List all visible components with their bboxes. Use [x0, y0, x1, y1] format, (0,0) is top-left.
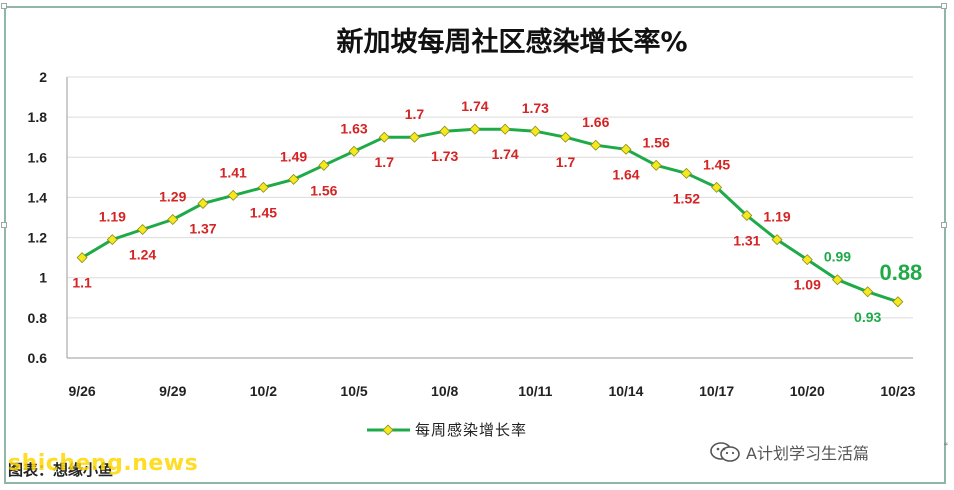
data-point [408, 131, 420, 143]
data-label: 1.63 [340, 120, 367, 136]
series-line [81, 127, 899, 304]
data-label: 0.99 [824, 249, 851, 265]
data-label: 1.56 [310, 182, 337, 198]
data-label: 1.45 [703, 156, 730, 172]
wechat-badge: A计划学习生活篇 [708, 441, 869, 463]
x-tick-label: 10/14 [608, 383, 643, 399]
x-tick-label: 9/26 [68, 383, 95, 399]
data-point [499, 123, 511, 135]
data-label: 1.74 [461, 98, 488, 114]
data-point [529, 125, 541, 137]
data-point [318, 159, 330, 171]
data-label: 1.66 [582, 114, 609, 130]
y-tick-label: 2 [39, 69, 47, 85]
data-point [831, 274, 843, 286]
data-point [167, 213, 179, 226]
data-label: 1.24 [129, 247, 156, 263]
data-label: 1.56 [643, 134, 670, 150]
data-label: 1.7 [405, 106, 425, 122]
x-axis: 9/26 9/29 10/2 10/5 10/8 10/11 10/14 10/17 10/20… [68, 383, 915, 399]
chart-frame [4, 6, 946, 484]
x-tick-label: 9/29 [159, 383, 186, 399]
data-label: 1.74 [491, 146, 518, 162]
data-point [378, 131, 390, 143]
data-label: 1.49 [280, 148, 307, 164]
x-tick-label: 10/2 [250, 383, 277, 399]
x-tick-label: 10/11 [518, 383, 552, 399]
data-label: 0.88 [879, 260, 922, 285]
series-group [76, 123, 904, 308]
data-point [892, 296, 904, 308]
wechat-icon [710, 442, 740, 462]
data-point [771, 234, 783, 246]
y-tick-label: 0.6 [28, 350, 48, 366]
wechat-account-name: A计划学习生活篇 [746, 444, 869, 463]
x-tick-label: 10/5 [340, 383, 367, 399]
resize-handle-top-right[interactable] [941, 3, 947, 9]
data-labels: 1.1 1.19 1.24 1.291.37 1.41 1.45 1.49 1.56 1.63 1… [72, 98, 922, 325]
data-label: 1.31 [733, 232, 760, 248]
data-label: 1.19 [99, 209, 126, 225]
data-label: 1.09 [794, 277, 821, 293]
data-point [227, 189, 239, 201]
y-tick-label: 1.8 [28, 109, 48, 125]
data-point [106, 234, 118, 246]
data-label: 1.19 [763, 209, 790, 225]
legend-marker [382, 424, 394, 436]
data-point [560, 131, 572, 143]
data-label: 1.73 [431, 148, 458, 164]
resize-handle-top-left[interactable] [1, 3, 7, 9]
x-tick-label: 10/8 [431, 383, 458, 399]
data-point [469, 123, 481, 135]
chart-source: 图表：想缘小鱼 [8, 461, 114, 479]
data-label: 1.45 [250, 204, 277, 220]
data-point [197, 197, 209, 209]
data-label: 1.1 [72, 275, 92, 291]
data-point [439, 125, 451, 137]
data-point [76, 252, 88, 264]
data-point [288, 173, 300, 185]
x-tick-label: 10/20 [790, 383, 825, 399]
y-tick-label: 0.8 [28, 310, 48, 326]
x-tick-label: 10/17 [699, 383, 734, 399]
data-label: 1.41 [220, 164, 247, 180]
data-label: 1.52 [673, 190, 700, 206]
data-point [801, 254, 813, 266]
data-point [680, 167, 692, 179]
legend: 每周感染增长率 [367, 421, 527, 439]
data-point [348, 145, 360, 157]
watermark: shicheng.news [8, 451, 199, 476]
legend-label: 每周感染增长率 [415, 421, 527, 439]
data-label: 1.7 [375, 154, 395, 170]
data-point [741, 209, 753, 222]
y-tick-label: 1.6 [28, 149, 48, 165]
data-label: 1.64 [612, 166, 639, 182]
data-label: 1.7 [556, 154, 576, 170]
data-label: 1.73 [522, 100, 549, 116]
data-point [257, 181, 269, 193]
y-tick-label: 1.2 [28, 230, 48, 246]
y-tick-label: 1.4 [28, 189, 48, 205]
grid [66, 76, 913, 359]
data-label: 0.93 [854, 309, 881, 325]
chart-title: 新加坡每周社区感染增长率% [336, 26, 687, 58]
data-point [862, 286, 874, 298]
data-point [711, 181, 723, 193]
data-point [650, 159, 662, 171]
resize-handle-right[interactable] [941, 222, 947, 228]
data-label: 1.37 [189, 220, 216, 236]
data-point [137, 224, 149, 236]
y-axis: 0.6 0.8 1 1.2 1.4 1.6 1.8 2 [28, 69, 48, 366]
data-point [590, 139, 602, 151]
quote-mark-icon: “ [944, 440, 948, 454]
y-tick-label: 1 [39, 270, 47, 286]
resize-handle-left[interactable] [1, 222, 7, 228]
x-tick-label: 10/23 [880, 383, 915, 399]
data-point [620, 143, 632, 155]
data-label: 1.29 [159, 189, 186, 205]
